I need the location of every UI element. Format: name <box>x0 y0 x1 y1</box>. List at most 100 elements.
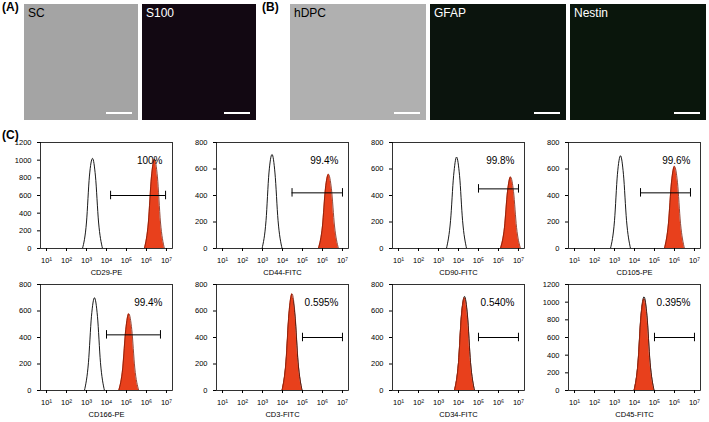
svg-text:10⁷: 10⁷ <box>513 398 524 407</box>
svg-text:1200: 1200 <box>15 138 32 147</box>
svg-text:10⁴: 10⁴ <box>277 398 289 407</box>
svg-text:10¹: 10¹ <box>393 398 404 407</box>
svg-text:10⁵: 10⁵ <box>473 398 484 407</box>
svg-text:10⁵: 10⁵ <box>297 398 308 407</box>
svg-text:10⁷: 10⁷ <box>513 256 524 265</box>
svg-text:200: 200 <box>371 359 384 368</box>
svg-text:1000: 1000 <box>15 156 32 165</box>
svg-text:10²: 10² <box>237 398 248 407</box>
svg-text:10⁷: 10⁷ <box>689 398 700 407</box>
svg-text:100%: 100% <box>137 155 163 166</box>
svg-text:600: 600 <box>19 191 32 200</box>
svg-text:800: 800 <box>371 280 384 289</box>
svg-text:400: 400 <box>195 333 208 342</box>
svg-text:600: 600 <box>371 164 384 173</box>
svg-text:10³: 10³ <box>257 256 268 265</box>
svg-text:800: 800 <box>547 315 560 324</box>
svg-text:800: 800 <box>195 138 208 147</box>
svg-text:CD105-PE: CD105-PE <box>617 268 653 277</box>
svg-text:200: 200 <box>195 217 208 226</box>
svg-text:600: 600 <box>195 306 208 315</box>
svg-text:10⁶: 10⁶ <box>141 398 152 407</box>
svg-text:10⁶: 10⁶ <box>317 256 328 265</box>
svg-text:10⁶: 10⁶ <box>317 398 328 407</box>
svg-text:800: 800 <box>371 138 384 147</box>
svg-text:0: 0 <box>203 386 207 395</box>
svg-text:10²: 10² <box>237 256 248 265</box>
svg-text:99.4%: 99.4% <box>134 297 162 308</box>
svg-text:CD34-FITC: CD34-FITC <box>439 410 478 419</box>
svg-text:CD90-FITC: CD90-FITC <box>439 268 478 277</box>
svg-text:400: 400 <box>371 191 384 200</box>
svg-text:400: 400 <box>19 333 32 342</box>
svg-text:99.8%: 99.8% <box>486 155 514 166</box>
svg-text:10⁴: 10⁴ <box>277 256 289 265</box>
svg-text:10⁶: 10⁶ <box>493 256 504 265</box>
svg-text:600: 600 <box>547 164 560 173</box>
svg-text:10³: 10³ <box>609 398 620 407</box>
svg-text:10²: 10² <box>589 398 600 407</box>
svg-text:99.6%: 99.6% <box>662 155 690 166</box>
svg-text:800: 800 <box>547 138 560 147</box>
svg-text:200: 200 <box>195 359 208 368</box>
svg-text:0: 0 <box>555 244 559 253</box>
svg-text:10⁷: 10⁷ <box>689 256 700 265</box>
svg-text:10⁶: 10⁶ <box>669 398 680 407</box>
svg-text:10⁷: 10⁷ <box>161 398 172 407</box>
svg-text:0: 0 <box>27 244 31 253</box>
svg-text:10⁵: 10⁵ <box>649 256 660 265</box>
svg-text:10¹: 10¹ <box>569 256 580 265</box>
svg-text:0.395%: 0.395% <box>657 297 691 308</box>
svg-text:200: 200 <box>19 359 32 368</box>
svg-text:0.540%: 0.540% <box>481 297 515 308</box>
svg-text:10⁵: 10⁵ <box>297 256 308 265</box>
svg-text:0.595%: 0.595% <box>305 297 339 308</box>
svg-text:200: 200 <box>19 226 32 235</box>
svg-text:10¹: 10¹ <box>569 398 580 407</box>
svg-text:10⁴: 10⁴ <box>629 398 641 407</box>
svg-text:200: 200 <box>547 217 560 226</box>
svg-text:400: 400 <box>195 191 208 200</box>
svg-text:10¹: 10¹ <box>217 398 228 407</box>
svg-text:10²: 10² <box>413 398 424 407</box>
svg-text:10⁷: 10⁷ <box>337 398 348 407</box>
svg-text:0: 0 <box>555 386 559 395</box>
svg-text:10⁴: 10⁴ <box>453 256 465 265</box>
svg-text:800: 800 <box>195 280 208 289</box>
svg-text:0: 0 <box>379 386 383 395</box>
svg-text:10¹: 10¹ <box>217 256 228 265</box>
svg-text:10³: 10³ <box>609 256 620 265</box>
svg-text:400: 400 <box>547 191 560 200</box>
svg-text:200: 200 <box>547 368 560 377</box>
svg-text:800: 800 <box>19 280 32 289</box>
svg-text:10⁶: 10⁶ <box>669 256 680 265</box>
svg-text:10⁵: 10⁵ <box>121 398 132 407</box>
svg-text:1000: 1000 <box>543 298 560 307</box>
svg-text:10¹: 10¹ <box>41 398 52 407</box>
svg-text:10⁶: 10⁶ <box>141 256 152 265</box>
svg-text:800: 800 <box>19 173 32 182</box>
svg-text:10³: 10³ <box>433 398 444 407</box>
svg-text:10⁷: 10⁷ <box>161 256 172 265</box>
svg-text:0: 0 <box>379 244 383 253</box>
svg-text:600: 600 <box>547 333 560 342</box>
svg-text:10¹: 10¹ <box>393 256 404 265</box>
svg-text:10⁵: 10⁵ <box>473 256 484 265</box>
svg-text:10³: 10³ <box>433 256 444 265</box>
svg-text:10³: 10³ <box>81 398 92 407</box>
svg-text:10⁴: 10⁴ <box>629 256 641 265</box>
svg-text:CD3-FITC: CD3-FITC <box>265 410 300 419</box>
svg-text:400: 400 <box>371 333 384 342</box>
svg-text:10²: 10² <box>61 256 72 265</box>
svg-text:10⁴: 10⁴ <box>453 398 465 407</box>
svg-text:10⁷: 10⁷ <box>337 256 348 265</box>
svg-text:0: 0 <box>203 244 207 253</box>
svg-text:10⁴: 10⁴ <box>101 398 113 407</box>
svg-text:CD45-FITC: CD45-FITC <box>615 410 654 419</box>
svg-text:10³: 10³ <box>81 256 92 265</box>
svg-text:10²: 10² <box>413 256 424 265</box>
svg-text:200: 200 <box>371 217 384 226</box>
svg-text:400: 400 <box>547 351 560 360</box>
svg-text:600: 600 <box>195 164 208 173</box>
svg-text:CD29-PE: CD29-PE <box>91 268 123 277</box>
